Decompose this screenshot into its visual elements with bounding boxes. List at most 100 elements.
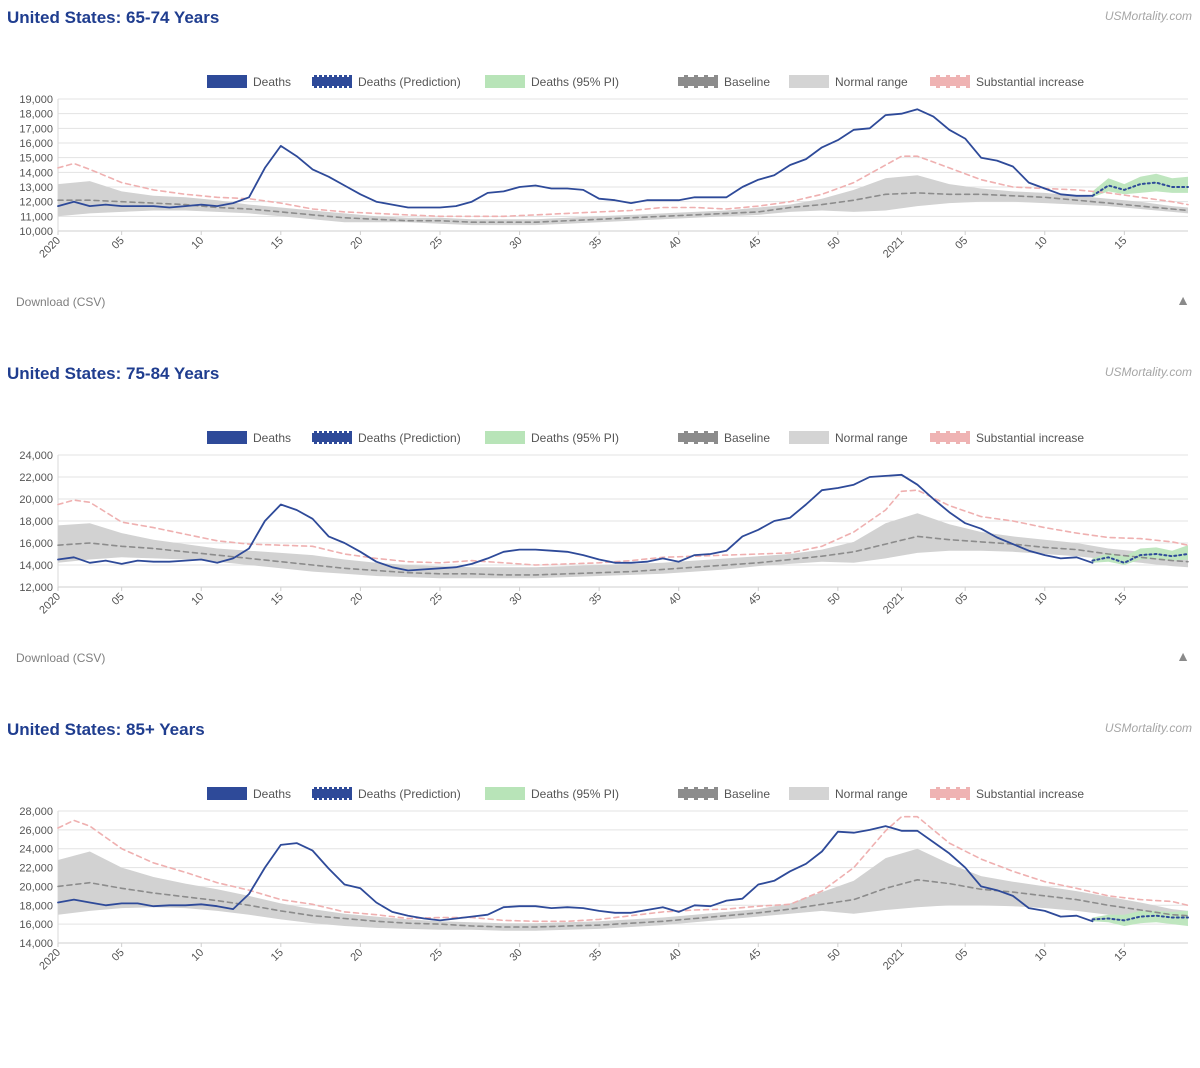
y-tick-label: 13,000: [19, 182, 53, 194]
legend-swatch: [678, 75, 718, 88]
line-chart-85-plus: Deaths Deaths (Prediction) Deaths (95% PI)…: [19, 787, 1189, 972]
legend-swatch-pattern: [312, 787, 352, 800]
y-tick-label: 10,000: [19, 226, 53, 238]
y-tick-label: 20,000: [19, 881, 53, 893]
legend-item-baseline[interactable]: Baseline: [678, 75, 770, 89]
prediction-interval-band: [1092, 910, 1188, 926]
legend-item-deaths-95-pi[interactable]: Deaths (95% PI): [485, 431, 619, 445]
legend-item-baseline[interactable]: Baseline: [678, 431, 770, 445]
legend-item-substantial-increase[interactable]: Substantial increase: [930, 787, 1084, 801]
legend-item-deaths-prediction[interactable]: Deaths (Prediction): [312, 787, 461, 801]
x-tick-label: 2021: [881, 591, 907, 617]
y-tick-label: 16,000: [19, 919, 53, 931]
legend-swatch: [207, 431, 247, 444]
x-tick-label: 35: [587, 591, 604, 608]
x-tick-label: 40: [667, 235, 684, 252]
y-tick-label: 24,000: [19, 844, 53, 856]
download-csv-link[interactable]: Download (CSV): [16, 295, 106, 309]
x-tick-label: 50: [826, 947, 843, 964]
legend-swatch: [678, 431, 718, 444]
chart-title: United States: 85+ Years: [7, 720, 205, 739]
legend-item-deaths[interactable]: Deaths: [207, 431, 291, 445]
legend-swatch: [930, 787, 970, 800]
legend: Deaths Deaths (Prediction) Deaths (95% PI)…: [207, 75, 1084, 89]
y-tick-label: 22,000: [19, 472, 53, 484]
x-tick-label: 10: [189, 591, 206, 608]
legend-swatch-pattern: [678, 787, 718, 800]
x-tick-label: 10: [189, 947, 206, 964]
x-tick-label: 15: [269, 947, 286, 964]
legend-item-normal-range[interactable]: Normal range: [789, 431, 908, 445]
x-tick-label: 45: [746, 947, 763, 964]
y-tick-label: 28,000: [19, 806, 53, 818]
y-tick-label: 22,000: [19, 863, 53, 875]
y-tick-label: 12,000: [19, 197, 53, 209]
legend-label: Deaths (95% PI): [531, 787, 619, 801]
x-tick-label: 45: [746, 235, 763, 252]
collapse-arrow-icon[interactable]: ▲: [1176, 292, 1190, 308]
legend-item-substantial-increase[interactable]: Substantial increase: [930, 75, 1084, 89]
legend-item-deaths-prediction[interactable]: Deaths (Prediction): [312, 75, 461, 89]
y-tick-label: 19,000: [19, 94, 53, 106]
legend-swatch: [789, 431, 829, 444]
x-tick-label: 20: [348, 591, 365, 608]
deaths-prediction-line: [1091, 181, 1189, 197]
normal-range-band: [58, 513, 1188, 579]
legend: Deaths Deaths (Prediction) Deaths (95% PI)…: [207, 431, 1084, 445]
y-tick-label: 14,000: [19, 560, 53, 572]
legend-swatch-pattern: [312, 75, 352, 88]
chart-title: United States: 65-74 Years: [7, 8, 220, 27]
legend-swatch: [789, 787, 829, 800]
legend-swatch-pattern: [930, 431, 970, 444]
x-tick-label: 05: [110, 235, 127, 252]
legend-label: Baseline: [724, 431, 770, 445]
legend-item-deaths-prediction[interactable]: Deaths (Prediction): [312, 431, 461, 445]
legend-swatch: [207, 787, 247, 800]
y-tick-label: 14,000: [19, 167, 53, 179]
legend-item-baseline[interactable]: Baseline: [678, 787, 770, 801]
x-tick-label: 30: [508, 947, 525, 964]
x-tick-label: 45: [746, 591, 763, 608]
x-tick-label: 10: [1033, 947, 1050, 964]
legend-label: Baseline: [724, 787, 770, 801]
legend-item-deaths-95-pi[interactable]: Deaths (95% PI): [485, 787, 619, 801]
watermark-text: USMortality.com: [1104, 9, 1192, 23]
x-tick-label: 05: [953, 591, 970, 608]
legend-label: Normal range: [835, 431, 908, 445]
legend-label: Deaths (Prediction): [358, 787, 461, 801]
collapse-arrow-icon[interactable]: ▲: [1176, 648, 1190, 664]
legend-item-substantial-increase[interactable]: Substantial increase: [930, 431, 1084, 445]
substantial-increase-line: [57, 155, 1189, 218]
x-tick-label: 15: [1112, 947, 1129, 964]
watermark-text: USMortality.com: [1104, 721, 1192, 735]
legend-label: Deaths: [253, 75, 291, 89]
y-tick-label: 17,000: [19, 123, 53, 135]
y-tick-label: 18,000: [19, 516, 53, 528]
y-tick-label: 15,000: [19, 153, 53, 165]
legend-swatch: [312, 75, 352, 88]
legend-swatch: [485, 75, 525, 88]
legend-swatch: [678, 787, 718, 800]
legend-label: Substantial increase: [976, 75, 1084, 89]
legend-item-deaths[interactable]: Deaths: [207, 75, 291, 89]
legend-item-normal-range[interactable]: Normal range: [789, 787, 908, 801]
deaths-line: [57, 108, 1094, 209]
y-tick-label: 11,000: [20, 211, 53, 223]
y-tick-label: 16,000: [19, 538, 53, 550]
x-tick-label: 2020: [37, 591, 63, 617]
y-tick-label: 26,000: [19, 825, 53, 837]
download-csv-link[interactable]: Download (CSV): [16, 651, 106, 665]
legend-item-deaths[interactable]: Deaths: [207, 787, 291, 801]
x-tick-label: 50: [826, 591, 843, 608]
legend-item-deaths-95-pi[interactable]: Deaths (95% PI): [485, 75, 619, 89]
line-chart-65-74: Deaths Deaths (Prediction) Deaths (95% PI)…: [19, 75, 1189, 260]
legend-swatch-pattern: [678, 75, 718, 88]
legend-swatch: [207, 75, 247, 88]
baseline-line: [57, 879, 1189, 928]
legend-item-normal-range[interactable]: Normal range: [789, 75, 908, 89]
legend-swatch: [485, 431, 525, 444]
x-tick-label: 05: [953, 947, 970, 964]
legend-label: Substantial increase: [976, 431, 1084, 445]
chart-panel-65-74: United States: 65-74 Years USMortality.c…: [0, 0, 1200, 356]
y-axis: 14,000 16,000 18,000 20,000 22,000 24,000 26,0…: [19, 806, 1188, 950]
